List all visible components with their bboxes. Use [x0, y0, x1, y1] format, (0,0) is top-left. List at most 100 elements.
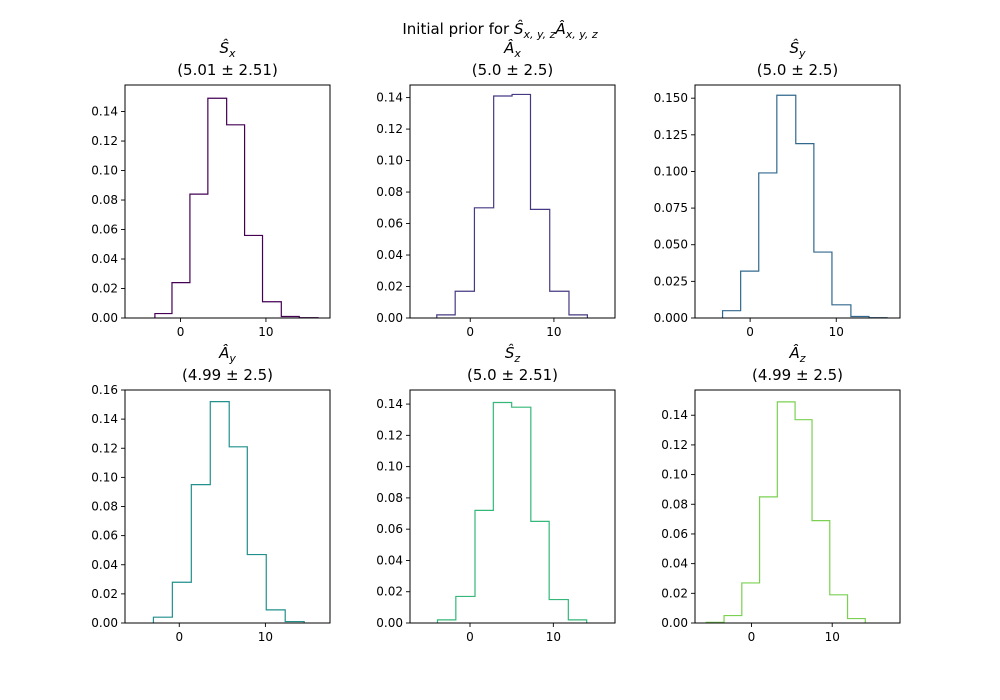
- subplot-3: Ŝy(5.0 ± 2.5) 0 10 0.000 0.025 0.050 0.075 0.10…: [654, 38, 901, 339]
- y-tick-label: 0.04: [376, 248, 403, 262]
- histogram-step-line: [721, 94, 888, 319]
- y-tick-label: 0.025: [654, 274, 688, 288]
- title-subscript: z: [799, 352, 806, 365]
- y-tick-label: 0.10: [91, 164, 118, 178]
- x-tick-label: 0: [466, 630, 474, 644]
- histogram-step-line: [705, 401, 866, 624]
- axes-frame: [124, 389, 331, 624]
- x-tick-label: 0: [748, 630, 756, 644]
- y-tick-label: 0.050: [654, 238, 688, 252]
- suptitle-subscript-s: x, y, z: [523, 28, 556, 41]
- title-symbol: Ŝ: [505, 343, 515, 362]
- y-tick-label: 0.06: [376, 217, 403, 231]
- y-tick-label: 0.02: [661, 586, 688, 600]
- x-tick-label: 0: [175, 630, 183, 644]
- subplot-title-stats: (5.01 ± 2.51): [177, 61, 278, 79]
- y-tick-label: 0.04: [661, 557, 688, 571]
- y-tick-label: 0.00: [376, 616, 403, 630]
- title-subscript: y: [798, 47, 806, 60]
- figure-suptitle: Initial prior for Ŝx, y, zÂx, y, z: [402, 19, 598, 41]
- y-tick-label: 0.16: [91, 383, 118, 397]
- y-tick-label: 0.12: [661, 438, 688, 452]
- histogram-step-line: [436, 401, 588, 623]
- subplot-1: Ŝx(5.01 ± 2.51) 0 10 0.00 0.02 0.04 0.06 0.08 0.…: [91, 38, 331, 339]
- y-tick-label: 0.12: [376, 122, 403, 136]
- subplot-6: Âz(4.99 ± 2.5) 0 10 0.00 0.02 0.04 0.06 0.08 0.1…: [661, 343, 901, 644]
- y-tick-label: 0.14: [661, 408, 688, 422]
- subplot-title-stats: (5.0 ± 2.5): [472, 61, 554, 79]
- axes-frame: [694, 389, 901, 624]
- y-tick-label: 0.04: [91, 558, 118, 572]
- y-tick-label: 0.14: [91, 105, 118, 119]
- y-tick-label: 0.10: [91, 470, 118, 484]
- suptitle-subscript-a: x, y, z: [565, 28, 598, 41]
- y-tick-label: 0.08: [91, 193, 118, 207]
- y-tick-label: 0.02: [376, 585, 403, 599]
- y-tick-label: 0.06: [376, 522, 403, 536]
- y-tick-label: 0.02: [91, 282, 118, 296]
- x-tick-label: 10: [258, 630, 273, 644]
- y-tick-label: 0.100: [654, 164, 688, 178]
- x-tick-label: 10: [258, 325, 273, 339]
- y-tick-label: 0.04: [91, 252, 118, 266]
- title-subscript: y: [228, 352, 236, 365]
- histogram-step-line: [152, 401, 305, 623]
- axes-frame: [409, 84, 616, 319]
- title-subscript: x: [228, 47, 236, 60]
- x-tick-label: 10: [825, 630, 840, 644]
- subplot-4: Ây(4.99 ± 2.5) 0 10 0.00 0.02 0.04 0.06 0.08 0.1…: [91, 343, 331, 644]
- y-tick-label: 0.14: [91, 412, 118, 426]
- x-tick-label: 10: [546, 630, 561, 644]
- subplot-title-symbol: Ŝz: [505, 343, 521, 365]
- y-tick-label: 0.04: [376, 553, 403, 567]
- x-tick-label: 0: [177, 325, 185, 339]
- x-tick-label: 0: [746, 325, 754, 339]
- y-tick-label: 0.125: [654, 128, 688, 142]
- suptitle-prefix: Initial prior for: [402, 20, 514, 38]
- title-symbol: Â: [503, 38, 514, 57]
- subplot-title-stats: (4.99 ± 2.5): [182, 366, 273, 384]
- subplot-title-symbol: Âx: [503, 38, 521, 60]
- histogram-step-line: [154, 97, 319, 319]
- suptitle-symbol-s: Ŝ: [514, 19, 524, 38]
- y-tick-label: 0.08: [91, 500, 118, 514]
- y-tick-label: 0.02: [91, 587, 118, 601]
- y-tick-label: 0.08: [376, 185, 403, 199]
- axes-frame: [694, 84, 901, 319]
- subplot-title-symbol: Âz: [788, 343, 805, 365]
- y-tick-label: 0.10: [376, 154, 403, 168]
- y-tick-label: 0.06: [91, 529, 118, 543]
- subplot-2: Âx(5.0 ± 2.5) 0 10 0.00 0.02 0.04 0.06 0.08 0.10…: [376, 38, 616, 339]
- subplot-title-stats: (5.0 ± 2.51): [467, 366, 558, 384]
- histogram-step-line: [436, 93, 588, 318]
- y-tick-label: 0.10: [661, 468, 688, 482]
- y-tick-label: 0.10: [376, 460, 403, 474]
- title-symbol: Â: [788, 343, 799, 362]
- y-tick-label: 0.08: [661, 497, 688, 511]
- y-tick-label: 0.00: [661, 616, 688, 630]
- title-symbol: Ŝ: [219, 38, 229, 57]
- x-tick-label: 10: [829, 325, 844, 339]
- subplot-title-symbol: Ŝx: [219, 38, 236, 60]
- axes-frame: [409, 389, 616, 624]
- title-symbol: Ŝ: [789, 38, 799, 57]
- subplot-title-symbol: Ây: [218, 343, 236, 365]
- y-tick-label: 0.06: [91, 223, 118, 237]
- x-tick-label: 0: [466, 325, 474, 339]
- y-tick-label: 0.02: [376, 280, 403, 294]
- subplot-title-stats: (5.0 ± 2.5): [757, 61, 839, 79]
- y-tick-label: 0.00: [376, 311, 403, 325]
- subplot-title-symbol: Ŝy: [789, 38, 806, 60]
- suptitle-symbol-a: Â: [554, 19, 565, 38]
- y-tick-label: 0.00: [91, 616, 118, 630]
- y-tick-label: 0.00: [91, 311, 118, 325]
- title-symbol: Â: [218, 343, 229, 362]
- y-tick-label: 0.12: [91, 134, 118, 148]
- axes-frame: [124, 84, 331, 319]
- title-subscript: x: [513, 47, 521, 60]
- title-subscript: z: [513, 352, 520, 365]
- y-tick-label: 0.150: [654, 91, 688, 105]
- y-tick-label: 0.14: [376, 397, 403, 411]
- y-tick-label: 0.000: [654, 311, 688, 325]
